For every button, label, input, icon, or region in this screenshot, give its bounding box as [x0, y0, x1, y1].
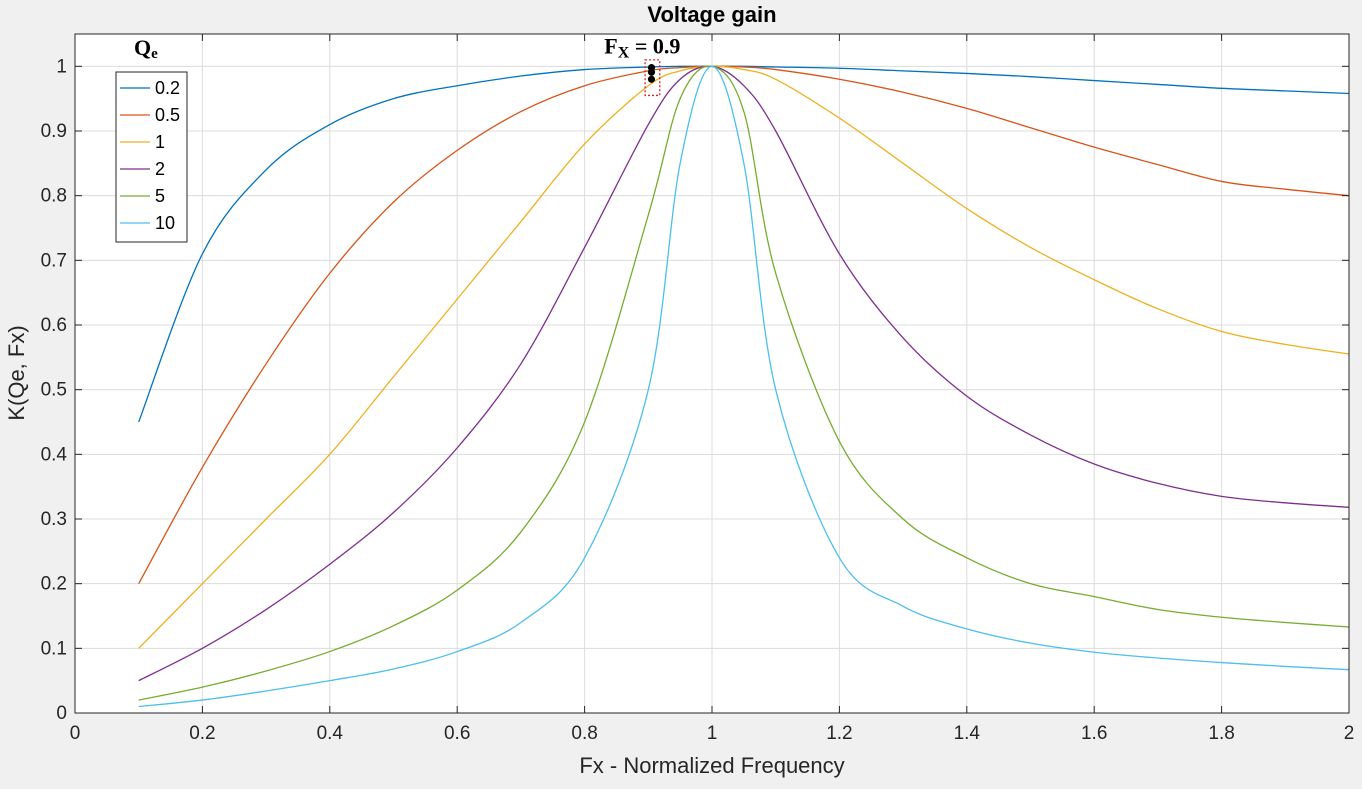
chart-title: Voltage gain: [647, 2, 776, 27]
y-tick-label: 0.6: [41, 315, 67, 336]
x-tick-label: 1: [707, 723, 718, 744]
legend-label: 0.2: [155, 78, 180, 98]
highlight-box: [644, 59, 661, 97]
x-tick-label: 1.4: [954, 723, 981, 744]
y-tick-label: 1: [56, 56, 67, 77]
legend-label: 1: [155, 132, 165, 152]
axis-ticks: 0 0.2 0.4 0.6 0.8 1 1.2 1.4 1.6 1.8 2 0 0.1 0.2 0.3 0.4…: [41, 34, 1355, 744]
series-line-qe-5: [138, 65, 1350, 701]
legend-label: 5: [155, 186, 165, 206]
series-line-qe-2: [138, 65, 1350, 682]
legend: Qe 0.2 0.5 1 2 5 10: [115, 35, 188, 243]
x-tick-label: 0.8: [571, 723, 597, 744]
annotations: FX = 0.9: [604, 33, 680, 97]
x-tick-label: 0: [70, 723, 81, 744]
legend-label: 2: [155, 159, 165, 179]
y-tick-label: 0.4: [41, 444, 68, 465]
x-tick-label: 2: [1344, 723, 1355, 744]
y-tick-label: 0.3: [41, 509, 67, 530]
x-tick-label: 1.6: [1081, 723, 1107, 744]
fx-annotation-symbol: F: [604, 33, 617, 58]
series-line-qe-10: [138, 65, 1350, 708]
fx-annotation: FX = 0.9: [604, 33, 680, 61]
x-tick-label: 0.4: [317, 723, 344, 744]
y-axis-label: K(Qe, Fx): [4, 325, 29, 420]
y-tick-label: 0.5: [41, 380, 67, 401]
y-tick-label: 0.2: [41, 574, 67, 595]
legend-title-symbol: Q: [134, 35, 151, 60]
y-tick-label: 0.1: [41, 638, 67, 659]
legend-label: 0.5: [155, 105, 180, 125]
x-axis-label: Fx - Normalized Frequency: [579, 753, 844, 778]
operating-point-marker: [647, 68, 656, 76]
x-tick-label: 1.8: [1208, 723, 1234, 744]
legend-title: Qe: [134, 35, 158, 62]
fx-annotation-value: = 0.9: [629, 33, 680, 58]
x-tick-label: 1.2: [826, 723, 852, 744]
legend-label: 10: [155, 213, 175, 233]
fx-annotation-subscript: X: [618, 44, 630, 61]
legend-title-subscript: e: [151, 46, 158, 62]
operating-point-marker: [647, 75, 656, 83]
y-tick-label: 0.7: [41, 250, 67, 271]
legend-box: [115, 71, 188, 243]
y-tick-label: 0: [56, 703, 67, 724]
x-tick-label: 0.6: [444, 723, 470, 744]
y-tick-label: 0.9: [41, 121, 67, 142]
x-tick-label: 0.2: [189, 723, 215, 744]
series-lines: [138, 65, 1350, 708]
y-tick-label: 0.8: [41, 186, 67, 207]
